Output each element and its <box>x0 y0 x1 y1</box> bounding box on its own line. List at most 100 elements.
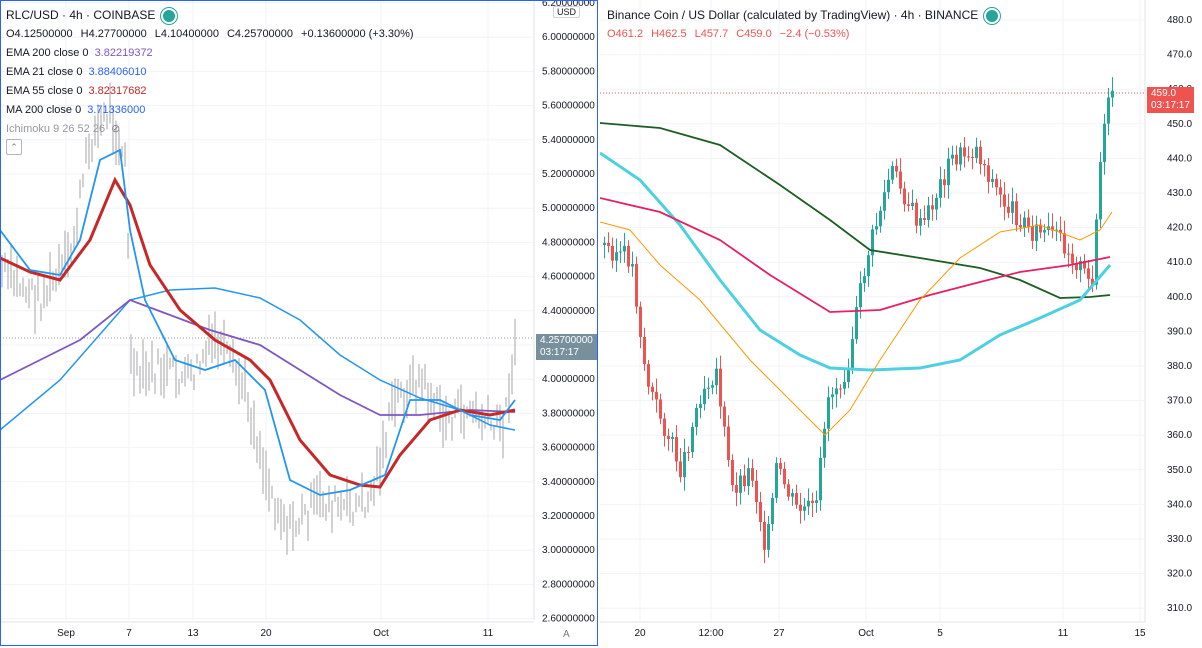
auto-scale-button[interactable]: A <box>563 629 570 640</box>
price-tick-label: 430.0 <box>1167 188 1192 199</box>
candle-body <box>975 146 978 158</box>
bnb-symbol-title[interactable]: Binance Coin / US Dollar (calculated by … <box>607 8 979 22</box>
candle-body <box>647 364 650 387</box>
price-tick-label: 3.40000000 <box>542 477 595 488</box>
rlc-symbol-title[interactable]: RLC/USD · 4h · COINBASE <box>6 8 156 22</box>
time-tick-label: 20 <box>634 628 646 639</box>
candle-body <box>963 147 966 157</box>
bnb-low: L457.7 <box>694 28 729 40</box>
candle-body <box>979 146 982 165</box>
candle-body <box>935 197 938 210</box>
bnb-chart-pane[interactable]: 480.0470.0460.0450.0440.0430.0420.0410.0… <box>600 0 1202 648</box>
candle-body <box>1071 253 1074 264</box>
indicator-ema200[interactable]: EMA 200 close 0 3.82219372 <box>6 44 416 63</box>
candle-body <box>1099 162 1102 220</box>
rlc-open: O4.12500000 <box>6 28 73 40</box>
candle-body <box>723 406 726 427</box>
time-tick-label: Sep <box>57 628 75 639</box>
candle-body <box>659 399 662 419</box>
candle-body <box>779 463 782 469</box>
price-tick-label: 480.0 <box>1167 15 1192 26</box>
price-tick-label: 400.0 <box>1167 292 1192 303</box>
candle-body <box>651 386 654 392</box>
bnb-open: O461.2 <box>607 28 644 40</box>
price-tick-label: 3.60000000 <box>542 443 595 454</box>
candle-body <box>1079 260 1082 271</box>
price-tick-label: 360.0 <box>1167 430 1192 441</box>
indicator-value: 3.82219372 <box>94 47 153 59</box>
indicator-value: 3.88406010 <box>88 66 147 78</box>
price-tick-label: 340.0 <box>1167 499 1192 510</box>
candle-body <box>755 480 758 503</box>
indicator-ma200[interactable]: MA 200 close 0 3.71336000 <box>6 101 416 120</box>
market-status-icon <box>161 7 178 24</box>
collapse-icon[interactable]: ⌃ <box>6 139 22 155</box>
price-tick-label: 2.80000000 <box>542 579 595 590</box>
candle-body <box>611 245 614 261</box>
time-tick-label: 7 <box>126 628 132 639</box>
candle-body <box>1103 123 1106 163</box>
rlc-chart-pane[interactable]: 6.20000000 6.00000000 5.80000000 5.60000000… <box>0 0 598 648</box>
candle-body <box>1023 217 1026 228</box>
price-tick-label: 5.40000000 <box>542 135 595 146</box>
indicator-ichimoku[interactable]: Ichimoku 9 26 52 26 ⊘ <box>6 120 416 139</box>
candle-body <box>691 426 694 453</box>
price-tick-label: 5.60000000 <box>542 101 595 112</box>
candle-body <box>735 485 738 493</box>
candle-body <box>871 229 874 256</box>
candle-body <box>859 283 862 308</box>
candle-body <box>1007 206 1010 213</box>
currency-button[interactable]: USD <box>553 6 581 18</box>
price-tick-label: 380.0 <box>1167 361 1192 372</box>
price-tick-label: 440.0 <box>1167 153 1192 164</box>
candle-body <box>615 252 618 261</box>
candle-body <box>743 475 746 487</box>
candle-body <box>1087 268 1090 279</box>
candle-body <box>967 156 970 158</box>
rlc-change: +0.13600000 (+3.30%) <box>301 28 414 40</box>
ema21-line <box>0 148 516 496</box>
candle-body <box>775 463 778 498</box>
price-tick-label: 470.0 <box>1167 50 1192 61</box>
candle-body <box>1031 226 1034 241</box>
indicator-value: 3.71336000 <box>87 104 146 116</box>
bnb-high: H462.5 <box>651 28 687 40</box>
candle-body <box>767 524 770 550</box>
candle-body <box>739 475 742 493</box>
time-tick-label: Oct <box>858 628 874 639</box>
candle-body <box>1063 233 1066 254</box>
time-tick-label: 11 <box>1058 628 1069 639</box>
candle-body <box>943 179 946 186</box>
candle-body <box>847 369 850 383</box>
candle-body <box>855 307 858 340</box>
indicator-label: Ichimoku 9 26 52 26 <box>6 123 106 135</box>
ema-pink-line <box>600 197 1111 313</box>
bnb-price-chart[interactable]: 480.0470.0460.0450.0440.0430.0420.0410.0… <box>600 0 1202 648</box>
bnb-close: C459.0 <box>736 28 772 40</box>
hidden-eye-icon[interactable]: ⊘ <box>111 123 121 135</box>
bnb-change: −2.4 (−0.53%) <box>779 28 850 40</box>
candle-body <box>787 484 790 497</box>
indicator-ema55[interactable]: EMA 55 close 0 3.82317682 <box>6 82 416 101</box>
candle-body <box>891 165 894 180</box>
indicator-ema21[interactable]: EMA 21 close 0 3.88406010 <box>6 63 416 82</box>
candle-body <box>1091 278 1094 285</box>
rlc-price-chart[interactable]: 6.20000000 6.00000000 5.80000000 5.60000000… <box>0 0 598 648</box>
chart-background <box>600 0 1202 648</box>
candle-body <box>887 179 890 193</box>
candle-body <box>983 164 986 166</box>
indicator-label: EMA 200 close 0 <box>6 47 89 59</box>
candle-body <box>803 506 806 511</box>
candle-body <box>635 264 638 307</box>
candle-body <box>771 497 774 525</box>
candle-body <box>607 242 610 246</box>
candle-body <box>903 188 906 205</box>
candle-body <box>1075 263 1078 271</box>
candle-body <box>1059 229 1062 234</box>
candle-body <box>1035 224 1038 241</box>
candle-body <box>727 426 730 461</box>
price-tick-label: 3.80000000 <box>542 408 595 419</box>
candle-body <box>643 336 646 365</box>
candle-body <box>923 218 926 220</box>
candle-body <box>683 452 686 478</box>
